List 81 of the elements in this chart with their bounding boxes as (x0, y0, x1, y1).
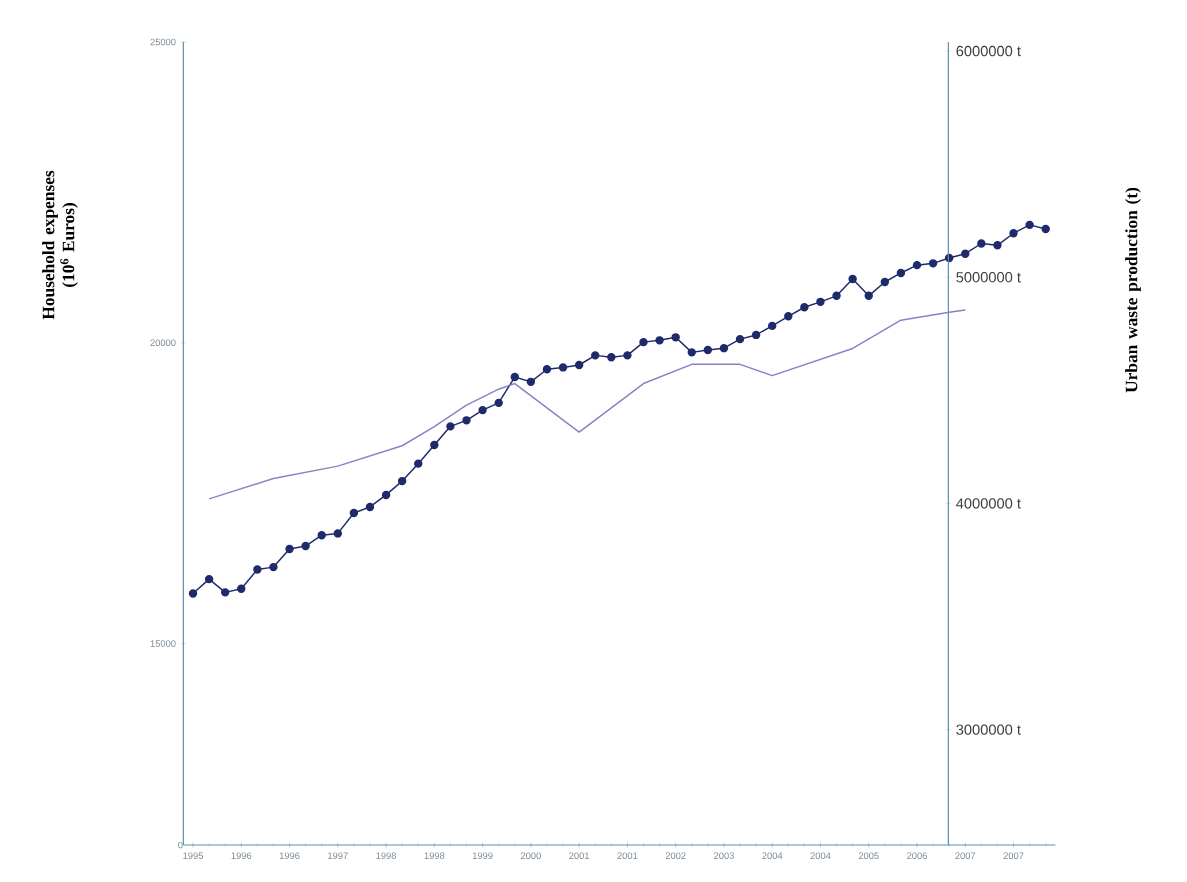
point (767, 321, 777, 331)
point (333, 529, 343, 538)
point (188, 589, 198, 598)
x-tick-label: 2007 (1003, 852, 1024, 859)
point (446, 422, 455, 431)
point (204, 574, 214, 584)
point (381, 490, 391, 500)
point (220, 588, 230, 597)
x-tick-label: 2002 (665, 852, 686, 859)
x-tick-label: 1998 (424, 852, 445, 859)
point (912, 260, 922, 270)
x-tick-label: 2007 (955, 852, 976, 859)
point (253, 565, 262, 574)
point (832, 291, 841, 301)
point (237, 584, 246, 593)
point (977, 239, 986, 248)
point (928, 259, 938, 268)
point (510, 372, 519, 382)
x-tick-label: 2001 (569, 852, 590, 859)
point (285, 544, 294, 554)
point (397, 476, 407, 486)
x-tick-label: 1995 (183, 852, 203, 859)
point (623, 351, 632, 360)
y-tick-label: 15000 (150, 640, 176, 647)
point (478, 405, 487, 415)
y2-tick-label: 3000000 t (956, 724, 1021, 735)
y2-axis-title: Urban waste production (t) (1125, 187, 1141, 393)
x-tick-label: 2004 (810, 852, 831, 859)
point (735, 334, 745, 344)
y-tick-label: 25000 (150, 38, 176, 46)
point (880, 277, 890, 287)
x-tick-label: 2001 (617, 852, 638, 859)
point (414, 459, 423, 468)
point (1009, 229, 1018, 238)
x-tick-label: 2006 (907, 852, 927, 859)
point (993, 241, 1002, 250)
point (542, 365, 552, 374)
point (591, 351, 600, 360)
point (1041, 224, 1050, 234)
x-tick-label: 1999 (472, 852, 493, 859)
point (574, 360, 584, 370)
y2-tick-label: 5000000 t (956, 272, 1021, 283)
point (301, 541, 310, 551)
point (961, 249, 970, 258)
point (1025, 220, 1034, 230)
x-tick-label: 2000 (520, 852, 541, 859)
point (719, 343, 729, 353)
y2-tick-label: 6000000 t (956, 45, 1021, 57)
point (365, 502, 375, 512)
point (864, 291, 873, 301)
point (639, 337, 648, 347)
point (896, 268, 906, 278)
point (655, 336, 664, 345)
x-tick-label: 1996 (279, 852, 300, 859)
point (494, 398, 503, 408)
line-series (208, 309, 966, 500)
point (800, 303, 809, 312)
y-tick-label: 20000 (150, 339, 176, 347)
point (687, 348, 696, 357)
x-tick-label: 1998 (376, 852, 397, 859)
y2-tick-label: 4000000 t (956, 498, 1021, 509)
point (848, 274, 857, 284)
point (558, 363, 568, 372)
x-tick-label: 2005 (858, 852, 879, 859)
x-tick-label: 1997 (328, 852, 348, 859)
text: 0 (178, 841, 183, 849)
point (462, 416, 471, 425)
point (526, 377, 536, 387)
point (703, 345, 713, 355)
x-tick-label: 2003 (714, 852, 734, 859)
point (430, 440, 439, 450)
point (607, 352, 616, 362)
point (751, 330, 761, 340)
point (317, 531, 326, 540)
point (349, 508, 359, 518)
x-tick-label: 2004 (762, 852, 783, 859)
point (671, 333, 680, 342)
point (784, 312, 793, 321)
x-tick-label: 1996 (231, 852, 252, 859)
point (816, 297, 825, 307)
point (269, 562, 278, 572)
